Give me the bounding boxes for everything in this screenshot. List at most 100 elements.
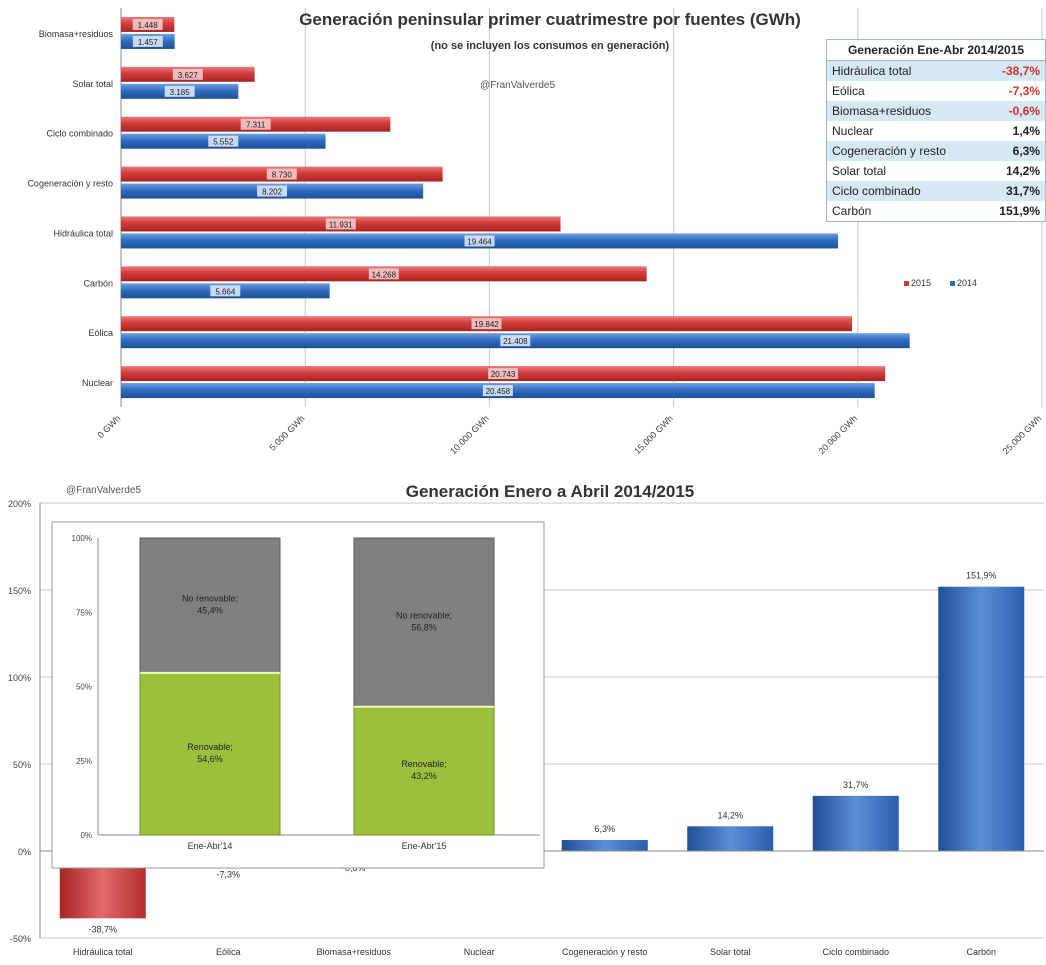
- top-legend-swatch: [904, 281, 909, 286]
- bottom-bar-label: 14,2%: [717, 810, 743, 820]
- inset-bar-no-renovable: [353, 537, 495, 708]
- top-x-tick-label: 5.000 GWh: [267, 413, 306, 452]
- top-bar-label: 3.185: [170, 88, 191, 97]
- top-category-label: Ciclo combinado: [46, 129, 113, 139]
- inset-bar-renovable: [139, 672, 281, 836]
- top-bar-label-bg: [368, 268, 399, 280]
- bottom-bar: [561, 840, 648, 851]
- bottom-category-label: Hidráulica total: [73, 947, 133, 957]
- top-bar-label-bg: [172, 68, 203, 80]
- top-category-label: Hidráulica total: [53, 228, 113, 238]
- top-category-label: Nuclear: [82, 378, 113, 388]
- bottom-category-label: Cogeneración y resto: [562, 947, 648, 957]
- bottom-y-tick-label: 150%: [8, 586, 31, 596]
- top-bar-label: 20.458: [486, 387, 511, 396]
- inset-category-label: Ene-Abr'15: [402, 841, 447, 851]
- top-bar-label-bg: [210, 285, 241, 297]
- bottom-bar-label: 151,9%: [966, 571, 997, 581]
- top-x-tick-label: 20.000 GWh: [816, 413, 859, 456]
- bottom-y-tick-label: 50%: [13, 760, 31, 770]
- top-bar-label-bg: [325, 218, 356, 230]
- top-bar-label: 11.931: [329, 220, 353, 229]
- summary-row-label: Solar total: [832, 164, 887, 178]
- summary-row-label: Ciclo combinado: [832, 184, 921, 198]
- bottom-category-label: Nuclear: [464, 947, 495, 957]
- inset-y-tick-label: 25%: [76, 757, 92, 766]
- bottom-bar-label: 6,3%: [594, 824, 615, 834]
- top-legend-swatch: [950, 281, 955, 286]
- inset-category-label: Ene-Abr'14: [188, 841, 233, 851]
- bottom-bar-label: -7,3%: [216, 870, 240, 880]
- top-bar-label-bg: [132, 35, 163, 47]
- summary-table: Generación Ene-Abr 2014/2015 Hidráulica …: [826, 39, 1046, 222]
- summary-row-value: -7,3%: [1008, 84, 1040, 98]
- summary-row-value: 31,7%: [1005, 184, 1040, 198]
- summary-row-value: -38,7%: [1001, 64, 1040, 78]
- summary-table-row: Carbón 151,9%: [827, 201, 1045, 221]
- bottom-bar-label: -38,7%: [88, 924, 117, 934]
- bottom-y-tick-label: -50%: [10, 934, 31, 944]
- bottom-change-bar-chart: -50% 0% 50% 100% 150% 200% -38,7% Hidráulica to…: [8, 499, 1044, 957]
- top-bar-label-bg: [257, 185, 288, 197]
- top-bar-label-bg: [132, 18, 163, 30]
- top-bar-label: 19.842: [474, 320, 499, 329]
- top-category-label: Cogeneración y resto: [27, 179, 113, 189]
- top-legend-label: 2014: [957, 278, 977, 288]
- summary-row-value: 151,9%: [999, 204, 1040, 218]
- top-chart-subtitle: (no se incluyen los consumos en generaci…: [430, 40, 670, 52]
- top-bar-label: 1.457: [138, 38, 159, 47]
- top-category-label: Biomasa+residuos: [39, 29, 114, 39]
- top-bar-label: 1.448: [138, 21, 159, 30]
- bottom-bar: [812, 795, 899, 851]
- top-bar-label: 5.552: [213, 138, 234, 147]
- bottom-chart-handle: @FranValverde5: [66, 485, 141, 496]
- summary-table-row: Cogeneración y resto 6,3%: [827, 141, 1045, 161]
- top-bar-label-bg: [164, 85, 195, 97]
- summary-row-label: Carbón: [832, 204, 872, 218]
- top-chart-title: Generación peninsular primer cuatrimestr…: [299, 10, 801, 29]
- top-bar-label: 19.464: [467, 237, 492, 246]
- summary-row-value: -0,6%: [1008, 104, 1040, 118]
- bottom-y-tick-label: 0%: [18, 847, 31, 857]
- bottom-chart-title: Generación Enero a Abril 2014/2015: [405, 482, 695, 501]
- inset-bar-renovable: [353, 706, 495, 836]
- top-bar-label: 8.730: [272, 171, 293, 180]
- bottom-category-label: Solar total: [710, 947, 751, 957]
- summary-row-value: 1,4%: [1012, 124, 1040, 138]
- inset-y-tick-label: 0%: [80, 831, 92, 840]
- bottom-bar-label: 31,7%: [843, 780, 869, 790]
- inset-segment-label: Renovable; 54,6%: [187, 742, 233, 764]
- bottom-category-label: Carbón: [966, 947, 996, 957]
- inset-y-tick-label: 50%: [76, 683, 92, 692]
- inset-bar-no-renovable: [139, 537, 281, 674]
- top-chart-handle: @FranValverde5: [480, 80, 555, 91]
- top-category-label: Eólica: [88, 328, 113, 338]
- bottom-y-tick-label: 100%: [8, 673, 31, 683]
- summary-row-value: 6,3%: [1012, 144, 1040, 158]
- top-bar-label-bg: [266, 168, 297, 180]
- top-bar-label-bg: [500, 335, 531, 347]
- top-bar-label: 20.743: [491, 370, 516, 379]
- summary-table-row: Solar total 14,2%: [827, 161, 1045, 181]
- top-x-tick-label: 25.000 GWh: [1001, 413, 1044, 456]
- summary-row-value: 14,2%: [1005, 164, 1040, 178]
- bottom-y-tick-label: 200%: [8, 499, 31, 509]
- top-horizontal-bar-chart: 0 GWh 5.000 GWh 10.000 GWh 15.000 GWh 20.000…: [27, 8, 1044, 456]
- summary-table-row: Hidráulica total -38,7%: [827, 61, 1045, 81]
- bottom-bar: [687, 826, 774, 851]
- summary-table-row: Eólica -7,3%: [827, 81, 1045, 101]
- summary-table-row: Biomasa+residuos -0,6%: [827, 101, 1045, 121]
- bottom-category-label: Ciclo combinado: [822, 947, 889, 957]
- inset-y-tick-label: 100%: [72, 534, 92, 543]
- inset-segment-label: Renovable; 43,2%: [401, 759, 447, 781]
- top-category-label: Carbón: [83, 278, 113, 288]
- summary-table-row: Nuclear 1,4%: [827, 121, 1045, 141]
- top-bar-label: 8.202: [262, 188, 283, 197]
- summary-row-label: Biomasa+residuos: [832, 104, 932, 118]
- summary-row-label: Hidráulica total: [832, 64, 912, 78]
- top-legend-label: 2015: [911, 278, 931, 288]
- top-x-tick-label: 10.000 GWh: [448, 413, 491, 456]
- top-bar-label: 7.311: [246, 121, 266, 130]
- bottom-category-label: Biomasa+residuos: [317, 947, 392, 957]
- summary-row-label: Eólica: [832, 84, 865, 98]
